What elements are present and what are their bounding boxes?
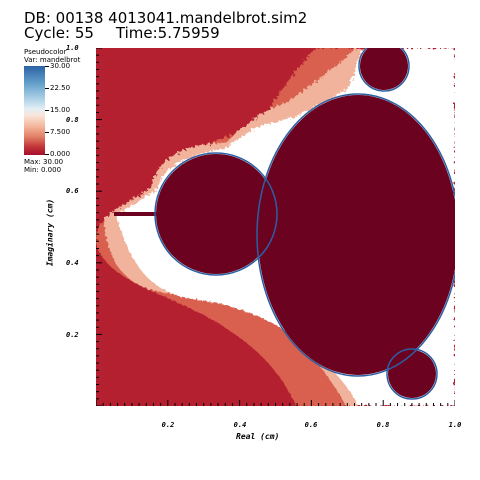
- x-tick-label: 0.2: [161, 421, 175, 429]
- y-tick-label: 0.8: [66, 116, 79, 124]
- y-tick-label: 0.4: [66, 259, 79, 267]
- mandelbrot-set: [114, 48, 455, 398]
- set-boundary: [154, 48, 455, 400]
- y-axis: [96, 48, 102, 406]
- x-tick-label: 0.6: [304, 421, 318, 429]
- legend-max: Max: 30.00: [24, 158, 64, 166]
- colorbar-tick: [45, 110, 49, 111]
- y-tick-label: 0.2: [66, 331, 79, 339]
- x-tick-label: 0.4: [233, 421, 247, 429]
- period-2-bulb: [156, 154, 276, 274]
- database-label: DB: 00138 4013041.mandelbrot.sim2: [24, 9, 308, 27]
- colorbar-tick: [45, 66, 49, 67]
- x-axis: [96, 400, 455, 406]
- bottom-bulb: [388, 350, 436, 398]
- main-cardioid: [258, 95, 455, 375]
- colorbar-tick: [45, 88, 49, 89]
- top-bulb: [360, 48, 408, 90]
- y-tick-label: 0.6: [66, 187, 79, 195]
- legend-variable: Var: mandelbrot: [24, 56, 81, 64]
- cycle-label: Cycle: 55: [24, 24, 94, 42]
- colorbar-tick: [45, 132, 49, 133]
- legend-min: Min: 0.000: [24, 166, 62, 174]
- x-axis-title: Real (cm): [236, 432, 280, 441]
- antenna: [114, 212, 164, 216]
- time-label: Time:5.75959: [115, 24, 220, 42]
- plot-area[interactable]: [96, 48, 455, 406]
- colorbar-tick-label: 22.50: [50, 84, 71, 92]
- legend-plot-type: Pseudocolor: [24, 48, 67, 56]
- y-axis-title: Imaginary (cm): [45, 198, 55, 267]
- mandelbrot-heatmap: [96, 48, 455, 406]
- x-tick-label: 1.0: [448, 421, 462, 429]
- x-tick-label: 0.8: [376, 421, 390, 429]
- colorbar-tick-label: 0.000: [50, 150, 71, 158]
- colorbar-tick: [45, 154, 49, 155]
- y-tick-label: 1.0: [66, 44, 79, 52]
- colorbar-tick-label: 7.500: [50, 128, 71, 136]
- cycle-time-label: Cycle: 55 Time:5.75959: [24, 25, 220, 41]
- colorbar-tick-label: 15.00: [50, 106, 71, 114]
- colorbar: [24, 66, 45, 155]
- colorbar-tick-label: 30.00: [50, 62, 71, 70]
